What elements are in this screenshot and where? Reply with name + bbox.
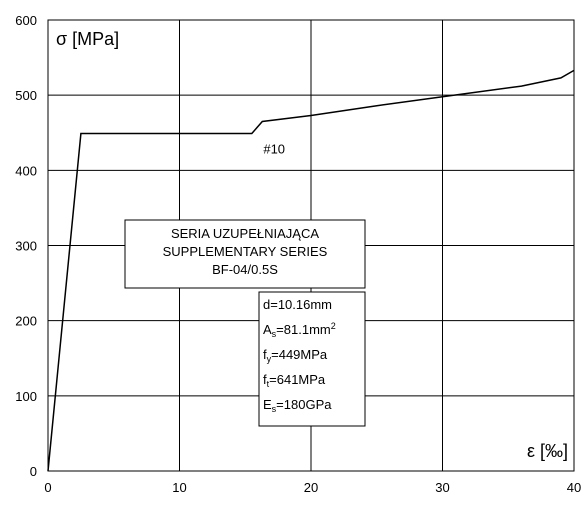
property-rest: =449MPa xyxy=(271,347,328,362)
curve-label: #10 xyxy=(263,142,285,157)
y-tick-labels: 0 100 200 300 400 500 600 xyxy=(15,13,37,479)
property-rest: =81.1mm xyxy=(276,322,331,337)
series-info-box: SERIA UZUPEŁNIAJĄCA SUPPLEMENTARY SERIES B… xyxy=(124,219,366,289)
property-sub: s xyxy=(272,404,277,414)
y-axis-label: σ [MPa] xyxy=(56,29,119,49)
property-main: f xyxy=(263,372,267,387)
property-line: d=10.16mm xyxy=(263,297,332,312)
series-group xyxy=(47,69,575,472)
properties-box: d=10.16mmAs=81.1mm2fy=449MPaft=641MPaEs=… xyxy=(258,291,366,427)
property-line: As=81.1mm2 xyxy=(263,321,336,339)
property-main: A xyxy=(263,322,272,337)
series-box-line: SUPPLEMENTARY SERIES xyxy=(163,244,328,259)
x-tick-label: 10 xyxy=(172,480,186,495)
property-sub: y xyxy=(267,354,272,364)
series-line xyxy=(47,69,575,472)
property-line: fy=449MPa xyxy=(263,347,328,364)
y-tick-label: 200 xyxy=(15,314,37,329)
props-box-frame xyxy=(258,291,366,427)
series-box-line: SERIA UZUPEŁNIAJĄCA xyxy=(171,226,319,241)
y-tick-label: 600 xyxy=(15,13,37,28)
x-tick-labels: 0 10 20 30 40 xyxy=(44,480,581,495)
y-tick-label: 100 xyxy=(15,389,37,404)
property-main: f xyxy=(263,347,267,362)
y-tick-label: 500 xyxy=(15,88,37,103)
y-tick-label: 300 xyxy=(15,239,37,254)
plot-frame xyxy=(47,19,575,472)
x-tick-label: 20 xyxy=(304,480,318,495)
series-box-line: BF-04/0.5S xyxy=(212,262,278,277)
property-line: Es=180GPa xyxy=(263,397,332,414)
x-tick-label: 0 xyxy=(44,480,51,495)
x-axis-label: ε [‰] xyxy=(527,441,568,461)
series-box-frame xyxy=(124,219,366,289)
x-tick-label: 40 xyxy=(567,480,581,495)
property-sub: t xyxy=(267,379,270,389)
y-tick-label: 400 xyxy=(15,163,37,178)
property-sub: s xyxy=(272,329,277,339)
property-main: E xyxy=(263,397,272,412)
property-main: d=10.16mm xyxy=(263,297,332,312)
property-sup: 2 xyxy=(331,321,336,331)
property-line: ft=641MPa xyxy=(263,372,326,389)
y-tick-label: 0 xyxy=(30,464,37,479)
x-tick-label: 30 xyxy=(435,480,449,495)
property-rest: =641MPa xyxy=(269,372,326,387)
property-rest: =180GPa xyxy=(276,397,332,412)
